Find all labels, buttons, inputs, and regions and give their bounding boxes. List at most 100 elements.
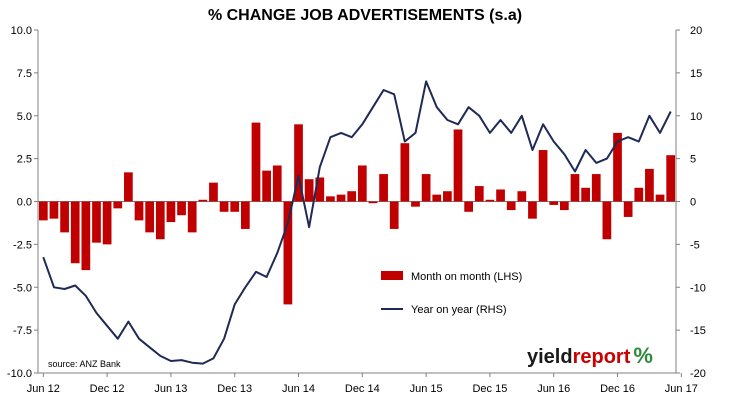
left-tick-label: -7.5 <box>13 325 32 337</box>
left-tick-label: 10.0 <box>11 25 32 37</box>
bar-mom <box>209 182 218 202</box>
svg-text:yieldreport%: yieldreport% <box>527 343 653 368</box>
bar-mom <box>113 201 123 209</box>
bar-mom <box>645 168 654 202</box>
line-series <box>42 80 672 365</box>
bar-mom <box>155 201 165 240</box>
x-tick-label: Jun 17 <box>665 383 698 395</box>
legend: Month on month (LHS) Year on year (RHS) <box>381 271 522 316</box>
bar-mom <box>400 143 410 202</box>
bar-mom <box>70 201 80 264</box>
bar-mom <box>634 187 644 202</box>
bar-mom <box>166 201 176 223</box>
bar-mom <box>559 201 569 211</box>
right-tick-label: 0 <box>690 197 696 209</box>
chart-title: % CHANGE JOB ADVERTISEMENTS (s.a) <box>208 7 522 24</box>
bar-mom <box>432 194 442 202</box>
bar-mom <box>304 179 314 202</box>
bar-mom <box>294 124 303 202</box>
left-tick-label: -5.0 <box>13 282 32 294</box>
bar-mom <box>38 201 48 221</box>
bar-mom <box>581 187 590 202</box>
bar-mom <box>230 201 240 212</box>
bar-mom <box>134 201 144 221</box>
bar-mom <box>283 201 293 305</box>
bar-mom <box>92 201 101 243</box>
bar-mom <box>187 201 197 233</box>
bar-mom <box>60 201 69 233</box>
bar-mom <box>411 201 420 207</box>
left-tick-label: -10.0 <box>7 368 32 380</box>
bar-mom <box>102 201 112 245</box>
x-tick-label: Jun 15 <box>410 383 443 395</box>
bar-mom <box>464 201 474 212</box>
legend-label-bar: Month on month (LHS) <box>411 271 522 283</box>
bar-mom <box>443 191 452 202</box>
bar-mom <box>198 199 208 202</box>
right-tick-label: -10 <box>690 282 706 294</box>
logo-text-yield: yield <box>527 346 573 368</box>
bar-mom <box>145 201 155 233</box>
right-tick-label: -20 <box>690 368 706 380</box>
bar-mom <box>655 194 665 202</box>
source-note: source: ANZ Bank <box>48 359 121 369</box>
bar-series <box>38 122 676 305</box>
bar-mom <box>272 165 282 202</box>
bar-mom <box>251 122 261 202</box>
x-tick-label: Dec 16 <box>600 383 635 395</box>
x-tick-label: Jun 14 <box>282 383 315 395</box>
left-tick-label: -2.5 <box>13 239 32 251</box>
bar-mom <box>49 201 59 219</box>
right-tick-label: 15 <box>690 68 702 80</box>
left-tick-label: 7.5 <box>17 68 32 80</box>
bar-mom <box>623 201 633 217</box>
x-tick-label: Jun 13 <box>154 383 187 395</box>
right-tick-label: 10 <box>690 111 702 123</box>
bar-mom <box>602 201 612 240</box>
bar-mom <box>538 150 548 202</box>
line-yoy <box>42 80 672 365</box>
x-tick-label: Jun 16 <box>537 383 570 395</box>
bar-mom <box>177 201 186 216</box>
bar-mom <box>336 194 346 202</box>
bar-mom <box>81 201 91 271</box>
left-tick-label: 2.5 <box>17 154 32 166</box>
bar-mom <box>347 191 357 202</box>
bar-mom <box>219 201 229 212</box>
legend-swatch-bar <box>381 271 403 280</box>
bar-mom <box>506 201 516 211</box>
bar-mom <box>517 191 527 202</box>
bar-mom <box>666 155 676 202</box>
bar-mom <box>591 174 601 202</box>
bar-mom <box>357 165 367 202</box>
bar-mom <box>326 196 335 202</box>
bar-mom <box>474 186 484 202</box>
bar-mom <box>389 201 399 229</box>
bar-mom <box>570 174 580 202</box>
axes: 10.0 7.5 5.0 2.5 0.0 -2.5 -5.0 -7.5 -10.0 20 15 10 5… <box>7 25 706 395</box>
legend-label-line: Year on year (RHS) <box>411 304 507 316</box>
bar-mom <box>613 132 622 202</box>
right-tick-label: 5 <box>690 154 696 166</box>
x-tick-label: Dec 12 <box>90 383 125 395</box>
bar-mom <box>368 201 378 204</box>
bar-mom <box>496 189 505 202</box>
bar-mom <box>485 199 495 202</box>
bar-mom <box>240 201 250 229</box>
right-tick-label: -5 <box>690 239 700 251</box>
x-tick-label: Dec 14 <box>345 383 380 395</box>
x-tick-label: Jun 12 <box>27 383 60 395</box>
bar-mom <box>124 172 133 202</box>
right-tick-label: 20 <box>690 25 702 37</box>
yieldreport-logo: yieldreport% <box>527 343 653 368</box>
bar-mom <box>528 201 537 219</box>
x-tick-label: Dec 15 <box>472 383 507 395</box>
left-tick-label: 0.0 <box>17 197 32 209</box>
bar-mom <box>421 174 431 202</box>
x-tick-label: Dec 13 <box>217 383 252 395</box>
bar-mom <box>262 170 271 202</box>
right-tick-label: -15 <box>690 325 706 337</box>
bar-mom <box>549 201 559 205</box>
